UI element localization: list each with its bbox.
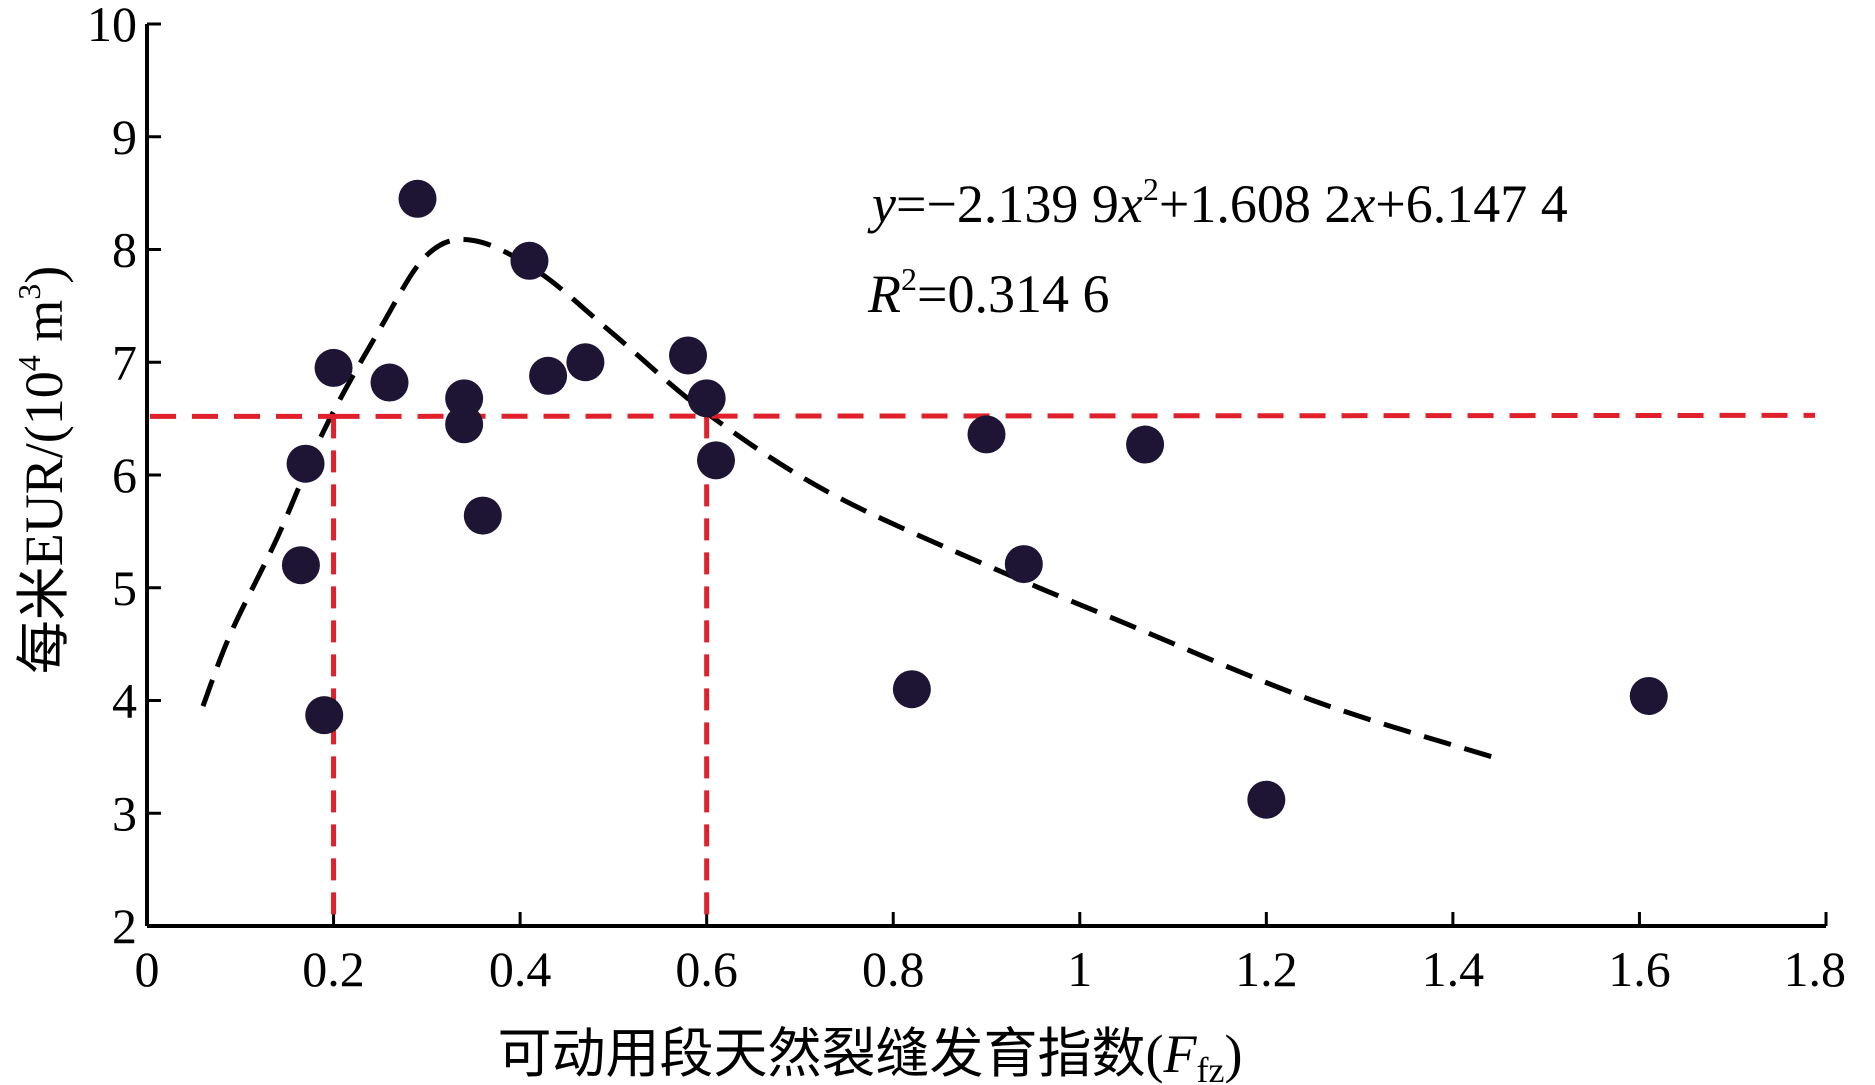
data-point xyxy=(286,444,325,483)
y-axis-label: 每米EUR/(104 m3) xyxy=(11,266,74,675)
data-point xyxy=(510,241,549,280)
data-point xyxy=(1629,676,1668,715)
data-point xyxy=(305,696,344,735)
data-point xyxy=(696,441,735,480)
x-tick-label: 1 xyxy=(1067,941,1092,997)
r-squared-label: R2=0.314 6 xyxy=(867,261,1109,324)
y-tick-label: 6 xyxy=(112,447,137,503)
y-tick-label: 3 xyxy=(112,785,137,841)
x-tick-label: 1.6 xyxy=(1608,941,1671,997)
axes: 2 3 4 5 6 7 8 9 10 0 0.2 0.4 0.6 0.8 1 1.2 1.4 1.6 1.8 xyxy=(87,0,1846,997)
fit-equation: y=−2.139 9x2+1.608 2x+6.147 4 xyxy=(867,171,1568,234)
fit-curve xyxy=(200,237,1501,762)
data-point xyxy=(967,415,1006,454)
data-point xyxy=(687,379,726,418)
y-tick-label: 10 xyxy=(87,0,137,52)
data-point xyxy=(566,343,605,382)
data-point xyxy=(892,670,931,709)
data-point xyxy=(370,363,409,402)
x-tick-label: 1.2 xyxy=(1235,941,1298,997)
x-tick-label: 0.8 xyxy=(862,941,925,997)
x-axis-label: 可动用段天然裂缝发育指数(Ffz) xyxy=(498,1024,1243,1085)
data-point xyxy=(1126,425,1165,464)
data-point xyxy=(1247,780,1286,819)
x-tick-label: 0.4 xyxy=(489,941,552,997)
data-point xyxy=(445,405,484,444)
data-point xyxy=(281,546,320,585)
threshold-lines-layer xyxy=(150,412,1816,926)
data-point xyxy=(529,356,568,395)
y-tick-label: 4 xyxy=(112,673,137,729)
data-points-layer xyxy=(281,179,1668,819)
y-tick-label: 7 xyxy=(112,334,137,390)
threshold-horizontal-line xyxy=(333,412,1816,419)
y-tick-label: 8 xyxy=(112,222,137,278)
x-tick-label: 0.6 xyxy=(675,941,738,997)
x-tick-label: 1.4 xyxy=(1422,941,1485,997)
labels-layer: y=−2.139 9x2+1.608 2x+6.147 4 R2=0.314 6… xyxy=(11,171,1568,1085)
y-tick-label: 5 xyxy=(112,560,137,616)
x-tick-label: 0.2 xyxy=(302,941,365,997)
data-point xyxy=(1004,545,1043,584)
y-tick-label: 2 xyxy=(112,898,137,954)
x-tick-label: 1.8 xyxy=(1784,941,1847,997)
data-point xyxy=(398,179,437,218)
data-point xyxy=(669,336,708,375)
fit-curve-layer xyxy=(200,237,1501,762)
data-point xyxy=(314,348,353,387)
y-tick-label: 9 xyxy=(112,109,137,165)
x-tick-label: 0 xyxy=(135,941,160,997)
data-point xyxy=(463,496,502,535)
